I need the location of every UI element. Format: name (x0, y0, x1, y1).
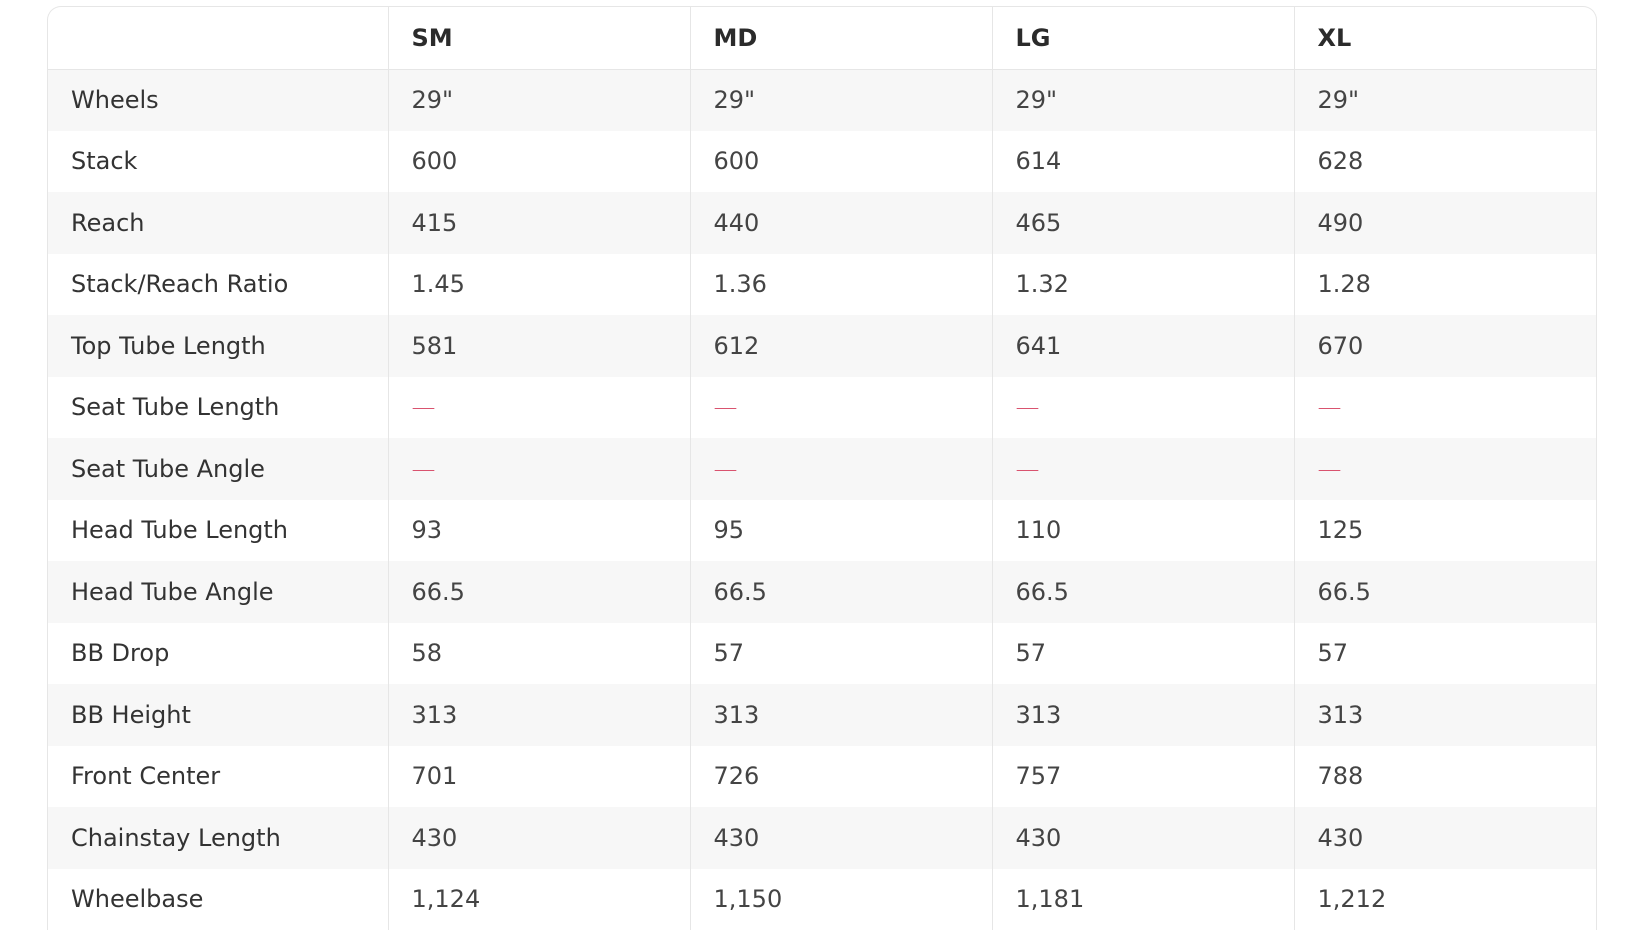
cell: — (1294, 438, 1596, 500)
cell: 57 (992, 623, 1294, 685)
cell: 29" (388, 69, 690, 131)
cell: — (992, 438, 1294, 500)
cell: 125 (1294, 500, 1596, 562)
cell: 440 (690, 192, 992, 254)
cell: 1,181 (992, 869, 1294, 930)
cell: 1,212 (1294, 869, 1596, 930)
cell: 313 (1294, 684, 1596, 746)
cell: — (1294, 377, 1596, 439)
cell: 430 (992, 807, 1294, 869)
cell: 66.5 (992, 561, 1294, 623)
row-label: Stack (48, 131, 388, 193)
cell: — (388, 377, 690, 439)
cell: 600 (690, 131, 992, 193)
cell: 788 (1294, 746, 1596, 808)
cell: 1,124 (388, 869, 690, 930)
cell: 415 (388, 192, 690, 254)
cell: 57 (690, 623, 992, 685)
cell: 726 (690, 746, 992, 808)
row-label: Front Center (48, 746, 388, 808)
cell: 66.5 (1294, 561, 1596, 623)
cell: 1.45 (388, 254, 690, 316)
cell: 93 (388, 500, 690, 562)
cell: — (690, 438, 992, 500)
cell: 66.5 (690, 561, 992, 623)
cell: 430 (388, 807, 690, 869)
cell: 1.32 (992, 254, 1294, 316)
cell: 1.36 (690, 254, 992, 316)
cell: 313 (388, 684, 690, 746)
column-header: LG (992, 7, 1294, 69)
row-label: Wheelbase (48, 869, 388, 930)
cell: 670 (1294, 315, 1596, 377)
row-label: Reach (48, 192, 388, 254)
cell: 430 (1294, 807, 1596, 869)
cell: 600 (388, 131, 690, 193)
cell: 95 (690, 500, 992, 562)
cell: 612 (690, 315, 992, 377)
cell: 313 (690, 684, 992, 746)
cell: 57 (1294, 623, 1596, 685)
cell: 490 (1294, 192, 1596, 254)
cell: 29" (1294, 69, 1596, 131)
cell: 701 (388, 746, 690, 808)
cell: 614 (992, 131, 1294, 193)
row-label: Seat Tube Angle (48, 438, 388, 500)
cell: 430 (690, 807, 992, 869)
cell: 581 (388, 315, 690, 377)
cell: 313 (992, 684, 1294, 746)
row-label: BB Height (48, 684, 388, 746)
row-label: Stack/Reach Ratio (48, 254, 388, 316)
cell: 641 (992, 315, 1294, 377)
cell: 58 (388, 623, 690, 685)
cell: — (388, 438, 690, 500)
cell: 465 (992, 192, 1294, 254)
row-label: Chainstay Length (48, 807, 388, 869)
cell: — (992, 377, 1294, 439)
table-row: Seat Tube Length———— (48, 377, 1596, 439)
cell: 1,150 (690, 869, 992, 930)
cell: 1.28 (1294, 254, 1596, 316)
corner-cell (48, 7, 388, 69)
cell: 29" (690, 69, 992, 131)
column-header: XL (1294, 7, 1596, 69)
row-label: Head Tube Angle (48, 561, 388, 623)
cell: 628 (1294, 131, 1596, 193)
row-label: Head Tube Length (48, 500, 388, 562)
row-label: BB Drop (48, 623, 388, 685)
row-label: Seat Tube Length (48, 377, 388, 439)
row-label: Wheels (48, 69, 388, 131)
column-header: MD (690, 7, 992, 69)
cell: 757 (992, 746, 1294, 808)
cell: — (690, 377, 992, 439)
table-row: Seat Tube Angle———— (48, 438, 1596, 500)
cell: 29" (992, 69, 1294, 131)
cell: 66.5 (388, 561, 690, 623)
cell: 110 (992, 500, 1294, 562)
column-header: SM (388, 7, 690, 69)
row-label: Top Tube Length (48, 315, 388, 377)
